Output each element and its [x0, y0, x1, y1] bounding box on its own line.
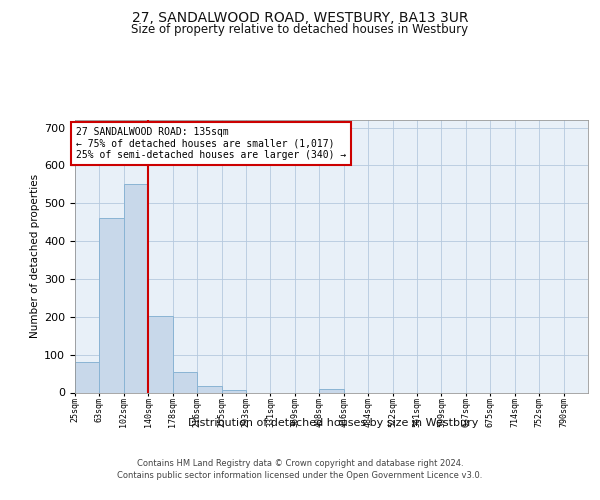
Text: Size of property relative to detached houses in Westbury: Size of property relative to detached ho… — [131, 22, 469, 36]
Y-axis label: Number of detached properties: Number of detached properties — [30, 174, 40, 338]
Text: 27 SANDALWOOD ROAD: 135sqm
← 75% of detached houses are smaller (1,017)
25% of s: 27 SANDALWOOD ROAD: 135sqm ← 75% of deta… — [76, 127, 347, 160]
Bar — [148, 316, 173, 392]
Text: Distribution of detached houses by size in Westbury: Distribution of detached houses by size … — [188, 418, 478, 428]
Bar — [173, 372, 197, 392]
Bar — [100, 218, 124, 392]
Text: Contains HM Land Registry data © Crown copyright and database right 2024.: Contains HM Land Registry data © Crown c… — [137, 460, 463, 468]
Bar — [221, 390, 246, 392]
Bar — [319, 390, 344, 392]
Bar — [75, 362, 100, 392]
Text: Contains public sector information licensed under the Open Government Licence v3: Contains public sector information licen… — [118, 472, 482, 480]
Bar — [197, 386, 221, 392]
Bar — [124, 184, 148, 392]
Text: 27, SANDALWOOD ROAD, WESTBURY, BA13 3UR: 27, SANDALWOOD ROAD, WESTBURY, BA13 3UR — [132, 10, 468, 24]
